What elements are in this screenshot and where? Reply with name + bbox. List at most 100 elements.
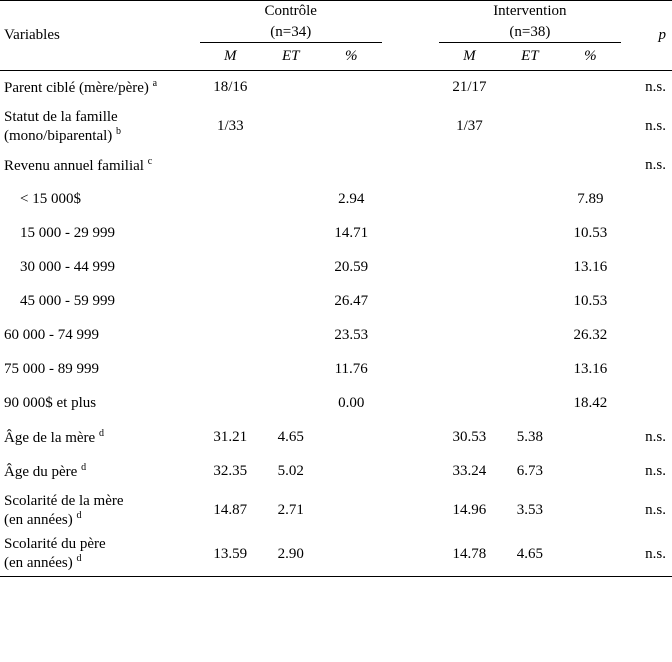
cell-m2 <box>439 353 500 387</box>
cell-m1 <box>200 353 261 387</box>
cell-m2: 21/17 <box>439 71 500 105</box>
row-label: 30 000 - 44 999 <box>0 251 200 285</box>
table-row: Âge de la mère d31.214.65 30.535.38 n.s. <box>0 421 672 455</box>
cell-m2 <box>439 217 500 251</box>
cell-pct1: 14.71 <box>321 217 382 251</box>
spacer <box>382 533 439 577</box>
spacer <box>382 387 439 421</box>
spacer <box>382 71 439 105</box>
cell-m1: 14.87 <box>200 489 261 533</box>
cell-m2 <box>439 387 500 421</box>
cell-et2 <box>500 217 560 251</box>
cell-m2: 30.53 <box>439 421 500 455</box>
col-p: p <box>621 1 672 71</box>
row-label: 60 000 - 74 999 <box>0 319 200 353</box>
cell-et2 <box>500 105 560 149</box>
cell-pct1: 20.59 <box>321 251 382 285</box>
cell-p <box>621 387 672 421</box>
cell-m2: 14.96 <box>439 489 500 533</box>
cell-p: n.s. <box>621 421 672 455</box>
cell-pct1 <box>321 105 382 149</box>
cell-pct1 <box>321 489 382 533</box>
table-row: Scolarité du père(en années) d13.592.901… <box>0 533 672 577</box>
group2-n: (n=38) <box>439 23 621 43</box>
cell-pct1 <box>321 149 382 183</box>
cell-pct2 <box>560 105 621 149</box>
col-pct1: % <box>321 43 382 71</box>
cell-pct1 <box>321 421 382 455</box>
spacer <box>382 217 439 251</box>
spacer <box>382 455 439 489</box>
row-label: Statut de la famille(mono/biparental) b <box>0 105 200 149</box>
cell-pct2: 13.16 <box>560 353 621 387</box>
cell-pct1 <box>321 71 382 105</box>
cell-pct1: 2.94 <box>321 183 382 217</box>
cell-et1 <box>261 319 321 353</box>
cell-et2 <box>500 387 560 421</box>
col-et2: ET <box>500 43 560 71</box>
cell-et1: 5.02 <box>261 455 321 489</box>
cell-m2: 1/37 <box>439 105 500 149</box>
spacer <box>382 353 439 387</box>
cell-et2 <box>500 183 560 217</box>
cell-et1: 4.65 <box>261 421 321 455</box>
cell-pct2 <box>560 71 621 105</box>
cell-p: n.s. <box>621 455 672 489</box>
cell-pct2: 18.42 <box>560 387 621 421</box>
cell-m1 <box>200 251 261 285</box>
spacer <box>382 183 439 217</box>
group1-n: (n=34) <box>200 23 382 43</box>
stats-table: Variables Contrôle Intervention p (n=34)… <box>0 0 672 577</box>
cell-et2 <box>500 71 560 105</box>
spacer <box>382 319 439 353</box>
cell-p: n.s. <box>621 71 672 105</box>
cell-pct1: 0.00 <box>321 387 382 421</box>
cell-m2: 14.78 <box>439 533 500 577</box>
cell-pct1 <box>321 455 382 489</box>
cell-m1 <box>200 183 261 217</box>
cell-p: n.s. <box>621 533 672 577</box>
table-row: Statut de la famille(mono/biparental) b1… <box>0 105 672 149</box>
cell-m2 <box>439 183 500 217</box>
cell-pct2: 10.53 <box>560 285 621 319</box>
col-group-intervention: Intervention <box>439 1 621 23</box>
cell-et1: 2.90 <box>261 533 321 577</box>
cell-m1: 13.59 <box>200 533 261 577</box>
row-label: 90 000$ et plus <box>0 387 200 421</box>
cell-et2 <box>500 285 560 319</box>
col-group-controle: Contrôle <box>200 1 382 23</box>
cell-et1 <box>261 251 321 285</box>
cell-et2 <box>500 319 560 353</box>
cell-pct2 <box>560 489 621 533</box>
cell-m1 <box>200 149 261 183</box>
row-label: Âge de la mère d <box>0 421 200 455</box>
table-row: 45 000 - 59 99926.4710.53 <box>0 285 672 319</box>
cell-m1: 18/16 <box>200 71 261 105</box>
cell-m1: 31.21 <box>200 421 261 455</box>
table-row: < 15 000$2.947.89 <box>0 183 672 217</box>
cell-m1 <box>200 387 261 421</box>
spacer <box>382 149 439 183</box>
cell-et1 <box>261 353 321 387</box>
cell-pct2: 26.32 <box>560 319 621 353</box>
row-label: Revenu annuel familial c <box>0 149 200 183</box>
group2-label: Intervention <box>493 3 566 19</box>
table-row: Parent ciblé (mère/père) a18/1621/17n.s. <box>0 71 672 105</box>
col-m1: M <box>200 43 261 71</box>
row-label: Scolarité de la mère(en années) d <box>0 489 200 533</box>
table-row: Revenu annuel familial c n.s. <box>0 149 672 183</box>
spacer <box>382 105 439 149</box>
table-row: 75 000 - 89 99911.7613.16 <box>0 353 672 387</box>
cell-m2 <box>439 285 500 319</box>
cell-et2: 6.73 <box>500 455 560 489</box>
cell-et1 <box>261 149 321 183</box>
cell-m1: 1/33 <box>200 105 261 149</box>
cell-et1 <box>261 71 321 105</box>
group1-label: Contrôle <box>264 3 317 19</box>
cell-m2: 33.24 <box>439 455 500 489</box>
row-label: < 15 000$ <box>0 183 200 217</box>
cell-et1 <box>261 285 321 319</box>
cell-p: n.s. <box>621 149 672 183</box>
cell-pct2 <box>560 149 621 183</box>
cell-et2: 5.38 <box>500 421 560 455</box>
